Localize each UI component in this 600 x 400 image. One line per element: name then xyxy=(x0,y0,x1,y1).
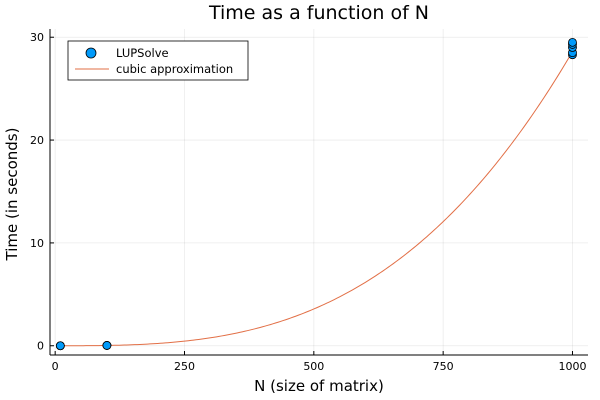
y-axis-ticks: 0 10 20 30 xyxy=(30,31,54,353)
y-tick-label: 10 xyxy=(30,237,44,250)
legend-label-cubic: cubic approximation xyxy=(116,62,233,76)
legend-marker-lupsolve xyxy=(85,47,97,59)
legend-box xyxy=(67,40,249,81)
chart-title: Time as a function of N xyxy=(208,2,429,24)
x-tick-label: 1000 xyxy=(558,360,586,373)
legend: LUPSolve cubic approximation xyxy=(67,40,249,81)
x-tick-label: 750 xyxy=(433,360,454,373)
x-tick-label: 500 xyxy=(303,360,324,373)
lupsolve-point xyxy=(102,341,112,350)
cubic-approximation-line xyxy=(60,51,573,347)
x-tick-label: 0 xyxy=(52,360,59,373)
plot-series xyxy=(55,37,577,351)
y-tick-label: 20 xyxy=(30,134,44,147)
x-tick-label: 250 xyxy=(174,360,195,373)
x-axis-title: N (size of matrix) xyxy=(254,377,384,395)
grid xyxy=(50,29,588,355)
y-tick-label: 0 xyxy=(37,340,44,353)
legend-label-lupsolve: LUPSolve xyxy=(116,46,169,60)
lupsolve-point xyxy=(568,37,577,47)
x-axis-ticks: 0 250 500 750 1000 xyxy=(52,351,586,373)
y-tick-label: 30 xyxy=(30,31,44,44)
lupsolve-point xyxy=(55,341,65,351)
y-axis-title: Time (in seconds) xyxy=(3,128,21,262)
axes xyxy=(49,29,588,356)
